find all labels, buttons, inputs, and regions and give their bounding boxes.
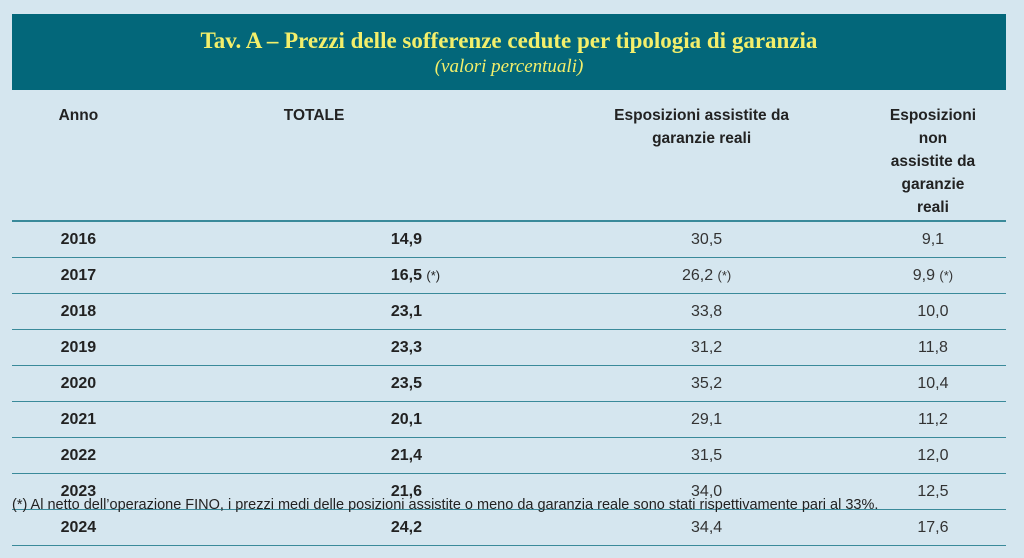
assistite-value: 31,5 — [691, 446, 723, 464]
non-assistite-value: 9,9 — [912, 266, 935, 284]
table-row: 2021 20,1 29,1 11,2 — [12, 401, 1006, 438]
cell-assistite: 35,2 — [483, 365, 830, 402]
header-non-assistite-label: Esposizioni non assistite da garanzie re… — [889, 107, 976, 216]
header-assistite-label: Esposizioni assistite da garanzie reali — [614, 107, 790, 147]
totale-value: 16,5 — [390, 266, 422, 284]
cell-anno: 2018 — [12, 293, 145, 330]
cell-anno: 2017 — [12, 257, 145, 294]
non-assistite-value: 9,1 — [921, 230, 945, 248]
header-assistite: Esposizioni assistite da garanzie reali — [483, 98, 830, 222]
table-row: 2019 23,3 31,2 11,8 — [12, 329, 1006, 366]
cell-totale: 23,1 — [144, 293, 484, 330]
totale-value: 20,1 — [390, 410, 422, 428]
totale-value: 23,5 — [390, 374, 422, 392]
cell-totale: 24,2 — [144, 509, 484, 546]
cell-totale: 20,1 — [144, 401, 484, 438]
cell-totale: 23,5 — [144, 365, 484, 402]
cell-totale: 14,9 — [144, 221, 484, 258]
cell-anno: 2024 — [12, 509, 145, 546]
header-anno: Anno — [12, 98, 145, 222]
table-title-band: Tav. A – Prezzi delle sofferenze cedute … — [12, 14, 1006, 90]
cell-non-assistite: 10,4 — [829, 365, 1006, 402]
assistite-value: 26,2 — [681, 266, 714, 284]
cell-anno: 2016 — [12, 221, 145, 258]
non-assistite-value: 11,2 — [917, 410, 948, 428]
non-assistite-value: 10,4 — [917, 374, 949, 392]
header-totale: TOTALE — [144, 98, 484, 222]
cell-anno: 2022 — [12, 437, 145, 474]
cell-anno: 2021 — [12, 401, 145, 438]
assistite-value: 34,4 — [691, 518, 723, 536]
assistite-value: 35,2 — [691, 374, 723, 392]
cell-anno: 2019 — [12, 329, 145, 366]
note-marker: (*) — [426, 267, 441, 283]
cell-assistite: 34,0 — [483, 473, 830, 510]
totale-value: 21,6 — [390, 482, 422, 500]
cell-non-assistite: 17,6 — [829, 509, 1006, 546]
assistite-value: 29,1 — [691, 410, 723, 428]
non-assistite-value: 10,0 — [917, 302, 949, 320]
cell-non-assistite: 9,1 — [829, 221, 1006, 258]
note-marker: (*) — [939, 267, 954, 283]
table-row: 2016 14,9 30,5 9,1 — [12, 221, 1006, 258]
cell-assistite: 29,1 — [483, 401, 830, 438]
assistite-value: 34,0 — [691, 482, 723, 500]
table-row: 2023 21,6 34,0 12,5 — [12, 473, 1006, 510]
non-assistite-value: 12,5 — [917, 482, 949, 500]
table-row: 2024 24,2 34,4 17,6 — [12, 509, 1006, 546]
cell-totale: 23,3 — [144, 329, 484, 366]
cell-totale: 21,4 — [144, 437, 484, 474]
cell-assistite: 26,2 (*) — [483, 257, 830, 294]
cell-non-assistite: 11,2 — [829, 401, 1006, 438]
table-row: 2022 21,4 31,5 12,0 — [12, 437, 1006, 474]
table-row: 2017 16,5 (*) 26,2 (*) 9,9 (*) — [12, 257, 1006, 294]
non-assistite-value: 17,6 — [917, 518, 949, 536]
footnote: (*) Al netto dell’operazione FINO, i pre… — [12, 497, 879, 513]
cell-non-assistite: 11,8 — [829, 329, 1006, 366]
note-marker: (*) — [717, 267, 732, 283]
cell-non-assistite: 9,9 (*) — [829, 257, 1006, 294]
non-assistite-value: 12,0 — [917, 446, 949, 464]
cell-assistite: 31,2 — [483, 329, 830, 366]
table-title: Tav. A – Prezzi delle sofferenze cedute … — [200, 28, 818, 53]
cell-assistite: 33,8 — [483, 293, 830, 330]
table-row: 2020 23,5 35,2 10,4 — [12, 365, 1006, 402]
cell-assistite: 34,4 — [483, 509, 830, 546]
header-non-assistite: Esposizioni non assistite da garanzie re… — [829, 98, 1006, 222]
assistite-value: 31,2 — [691, 338, 723, 356]
cell-totale: 16,5 (*) — [144, 257, 484, 294]
table-subtitle: (valori percentuali) — [434, 56, 584, 77]
assistite-value: 33,8 — [691, 302, 723, 320]
totale-value: 23,3 — [390, 338, 422, 356]
prices-table: Anno TOTALE Esposizioni assistite da gar… — [12, 98, 1006, 546]
cell-anno: 2023 — [12, 473, 145, 510]
totale-value: 21,4 — [390, 446, 422, 464]
table-row: 2018 23,1 33,8 10,0 — [12, 293, 1006, 330]
non-assistite-value: 11,8 — [917, 338, 948, 356]
cell-anno: 2020 — [12, 365, 145, 402]
cell-non-assistite: 12,0 — [829, 437, 1006, 474]
cell-assistite: 31,5 — [483, 437, 830, 474]
totale-value: 23,1 — [390, 302, 422, 320]
cell-totale: 21,6 — [144, 473, 484, 510]
cell-assistite: 30,5 — [483, 221, 830, 258]
cell-non-assistite: 10,0 — [829, 293, 1006, 330]
assistite-value: 30,5 — [691, 230, 723, 248]
totale-value: 14,9 — [390, 230, 422, 248]
totale-value: 24,2 — [390, 518, 422, 536]
cell-non-assistite: 12,5 — [829, 473, 1006, 510]
